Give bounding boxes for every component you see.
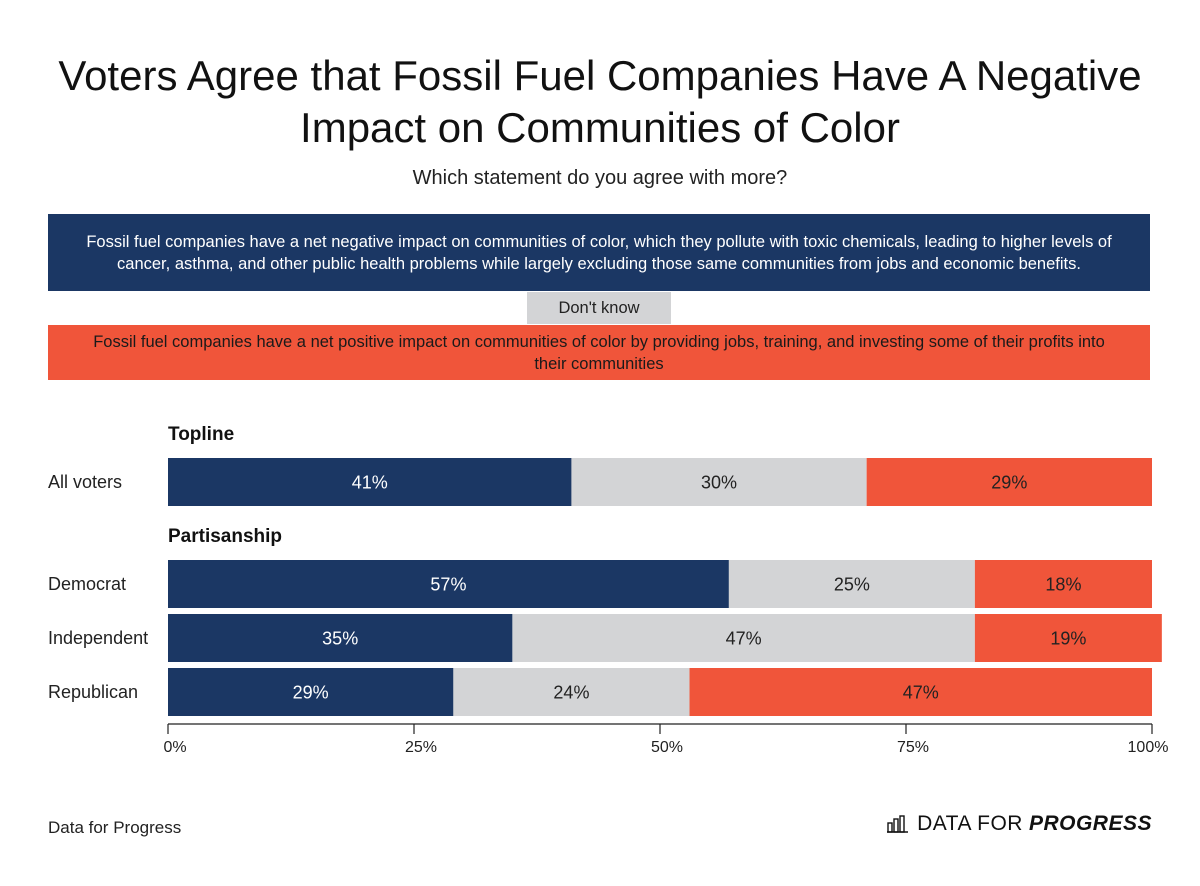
data-label-democrat-net-positive-impact: 18% [1045,575,1081,595]
data-label-republican-net-negative-impact: 29% [293,683,329,703]
row-label-all-voters: All voters [48,472,123,492]
bar-republican-net-negative-impact [168,668,454,716]
bar-independent-net-positive-impact [974,614,1162,662]
data-label-all-voters-don-t-know: 30% [701,473,737,493]
data-label-republican-don-t-know: 24% [553,683,589,703]
bar-chart-icon [887,815,909,833]
x-tick-label-75: 75% [897,739,929,756]
bar-independent-don-t-know [512,614,975,662]
data-label-republican-net-positive-impact: 47% [903,683,939,703]
bar-independent-net-negative-impact [168,614,513,662]
footer-source: Data for Progress [48,818,182,837]
x-tick-label-100: 100% [1128,739,1169,756]
data-label-all-voters-net-positive-impact: 29% [991,473,1027,493]
bar-republican-don-t-know [453,668,690,716]
bar-democrat-don-t-know [728,560,975,608]
legend-negative: Fossil fuel companies have a net negativ… [48,214,1150,291]
legend-positive-text: Fossil fuel companies have a net positiv… [93,332,1105,373]
data-label-all-voters-net-negative-impact: 41% [352,473,388,493]
data-label-democrat-net-negative-impact: 57% [430,575,466,595]
row-label-independent: Independent [48,628,149,648]
row-label-republican: Republican [48,682,139,702]
data-label-democrat-don-t-know: 25% [834,575,870,595]
x-tick-label-25: 25% [405,739,437,756]
legend-positive: Fossil fuel companies have a net positiv… [48,325,1150,380]
brand-regular-text: DATA FOR [917,812,1023,835]
chart-title-line2: Impact on Communities of Color [300,104,900,151]
bar-republican-net-positive-impact [689,668,1152,716]
legend-negative-text: Fossil fuel companies have a net negativ… [86,232,1112,273]
data-label-independent-net-positive-impact: 19% [1050,629,1086,649]
bar-all-voters-net-negative-impact [168,458,572,506]
section-label-partisanship: Partisanship [168,526,283,547]
legend-dont-know-text: Don't know [558,299,640,317]
chart-title-line1: Voters Agree that Fossil Fuel Companies … [58,52,1142,99]
chart-subtitle: Which statement do you agree with more? [412,167,788,189]
chart-title: Voters Agree that Fossil Fuel Companies … [40,50,1160,154]
brand-logo: DATA FOR PROGRESS [887,812,1152,836]
data-label-independent-net-negative-impact: 35% [322,629,358,649]
bar-democrat-net-positive-impact [974,560,1152,608]
bar-all-voters-don-t-know [571,458,867,506]
brand-bold-text: PROGRESS [1028,812,1152,835]
data-label-independent-don-t-know: 47% [726,629,762,649]
x-tick-label-50: 50% [651,739,683,756]
x-tick-label-0: 0% [163,739,186,756]
legend-dont-know: Don't know [527,292,671,324]
section-label-topline: Topline [168,424,235,445]
bar-all-voters-net-positive-impact [866,458,1152,506]
bar-democrat-net-negative-impact [168,560,729,608]
row-label-democrat: Democrat [48,574,127,594]
